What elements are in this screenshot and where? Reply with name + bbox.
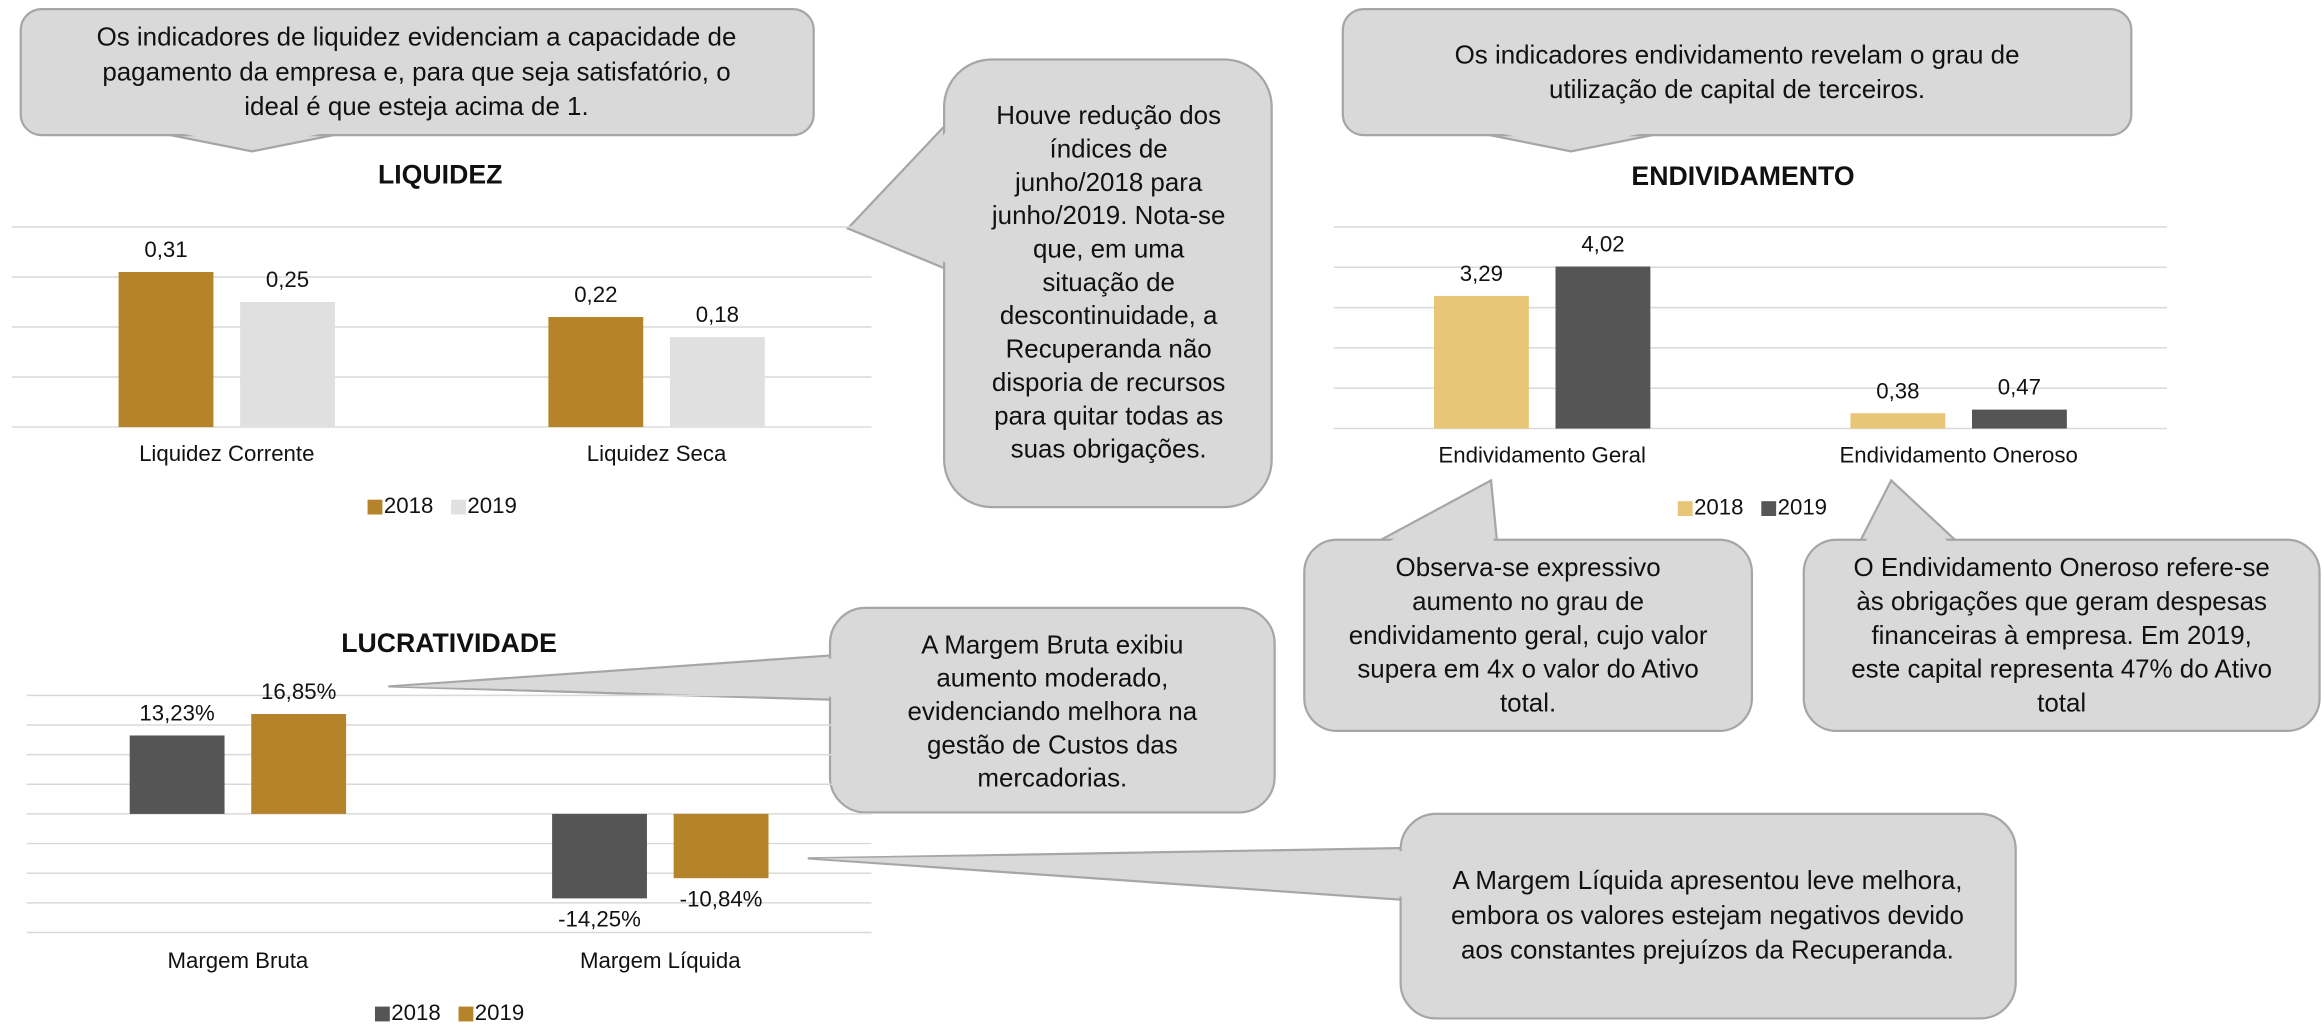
callout-text: evidenciando melhora na — [907, 698, 1197, 726]
legend-label: 2018 — [384, 493, 433, 518]
callout-text: junho/2018 para — [1014, 169, 1203, 197]
bar — [548, 317, 644, 428]
x-tick-label: Endividamento Geral — [1438, 443, 1646, 468]
data-label: 0,38 — [1876, 378, 1919, 403]
legend-label: 2019 — [1778, 494, 1827, 519]
legend-label: 2019 — [467, 493, 516, 518]
x-tick-label: Liquidez Seca — [587, 441, 727, 466]
callout-text: junho/2019. Nota-se — [991, 202, 1225, 230]
chart-title: LUCRATIVIDADE — [341, 628, 557, 658]
legend-swatch — [451, 499, 466, 515]
legend-swatch — [374, 1006, 390, 1022]
callout-text: descontinuidade, a — [1000, 302, 1218, 330]
data-label: -14,25% — [558, 907, 641, 932]
bar — [1971, 409, 2067, 429]
callout-text: índices de — [1050, 135, 1168, 163]
callout-text: pagamento da empresa e, para que seja sa… — [102, 58, 730, 86]
legend-swatch — [367, 499, 383, 515]
bar — [673, 813, 769, 879]
data-label: 0,22 — [574, 282, 617, 307]
bar — [1850, 413, 1946, 429]
callout-text: mercadorias. — [977, 765, 1127, 793]
callout-text: gestão de Custos das — [927, 731, 1178, 759]
data-label: 0,18 — [696, 302, 739, 327]
callout-text: Os indicadores de liquidez evidenciam a … — [97, 24, 737, 52]
callout-text: utilização de capital de terceiros. — [1549, 76, 1925, 104]
callout-text: para quitar todas as — [994, 402, 1223, 430]
chart-title: LIQUIDEZ — [378, 160, 502, 190]
data-label: 0,25 — [266, 267, 309, 292]
callout-text: supera em 4x o valor do Ativo — [1357, 656, 1699, 684]
callout-text: Os indicadores endividamento revelam o g… — [1455, 41, 2020, 69]
callout-text: situação de — [1042, 269, 1175, 297]
callout-text: Observa-se expressivo — [1396, 554, 1661, 582]
callout-text: este capital representa 47% do Ativo — [1851, 656, 2272, 684]
data-label: -10,84% — [680, 886, 763, 911]
callout-shapes — [19, 7, 2321, 1020]
callout-text: que, em uma — [1033, 236, 1185, 264]
bar — [240, 302, 335, 428]
callout-text: total. — [1500, 689, 1556, 717]
callout-text: embora os valores estejam negativos devi… — [1451, 902, 1964, 930]
callout-text: às obrigações que geram despesas — [1856, 588, 2267, 616]
data-label: 4,02 — [1581, 232, 1624, 257]
callout-text: disporia de recursos — [992, 369, 1225, 397]
legend-swatch — [1761, 501, 1777, 516]
data-label: 3,29 — [1460, 261, 1503, 286]
x-tick-label: Liquidez Corrente — [139, 441, 314, 466]
x-tick-label: Endividamento Oneroso — [1839, 443, 2077, 468]
x-tick-label: Margem Bruta — [167, 948, 308, 973]
data-label: 16,85% — [261, 679, 336, 704]
callout-text: suas obrigações. — [1011, 436, 1207, 464]
data-label: 0,47 — [1998, 375, 2041, 400]
legend-label: 2018 — [1694, 494, 1743, 519]
callout-text: A Margem Líquida apresentou leve melhora… — [1452, 867, 1962, 895]
callout-text: aumento no grau de — [1412, 588, 1644, 616]
legend-swatch — [458, 1006, 474, 1022]
callout-text: O Endividamento Oneroso refere-se — [1853, 554, 2269, 582]
callout-text: endividamento geral, cujo valor — [1349, 622, 1708, 650]
bar — [669, 337, 765, 428]
callout-text: ideal é que esteja acima de 1. — [244, 93, 588, 121]
bar — [118, 272, 214, 428]
callout-text: Recuperanda não — [1006, 336, 1212, 364]
legend-label: 2019 — [475, 1000, 524, 1025]
legend-swatch — [1677, 501, 1693, 516]
callout-text: aos constantes prejuízos da Recuperanda. — [1461, 937, 1954, 965]
bar — [552, 813, 647, 899]
callout-text: aumento moderado, — [936, 665, 1168, 693]
callout-text: financeiras à empresa. Em 2019, — [1871, 622, 2251, 650]
legend-label: 2018 — [391, 1000, 440, 1025]
chart-title: ENDIVIDAMENTO — [1631, 161, 1854, 191]
bar — [129, 735, 225, 814]
bar — [1555, 266, 1651, 429]
callout-text: Houve redução dos — [996, 102, 1221, 130]
data-label: 13,23% — [139, 701, 214, 726]
callout-text: A Margem Bruta exibiu — [921, 631, 1183, 659]
x-tick-label: Margem Líquida — [580, 948, 741, 973]
bar — [1433, 295, 1529, 429]
callout-text: total — [2037, 689, 2086, 717]
data-label: 0,31 — [144, 237, 187, 262]
bar — [251, 714, 347, 814]
